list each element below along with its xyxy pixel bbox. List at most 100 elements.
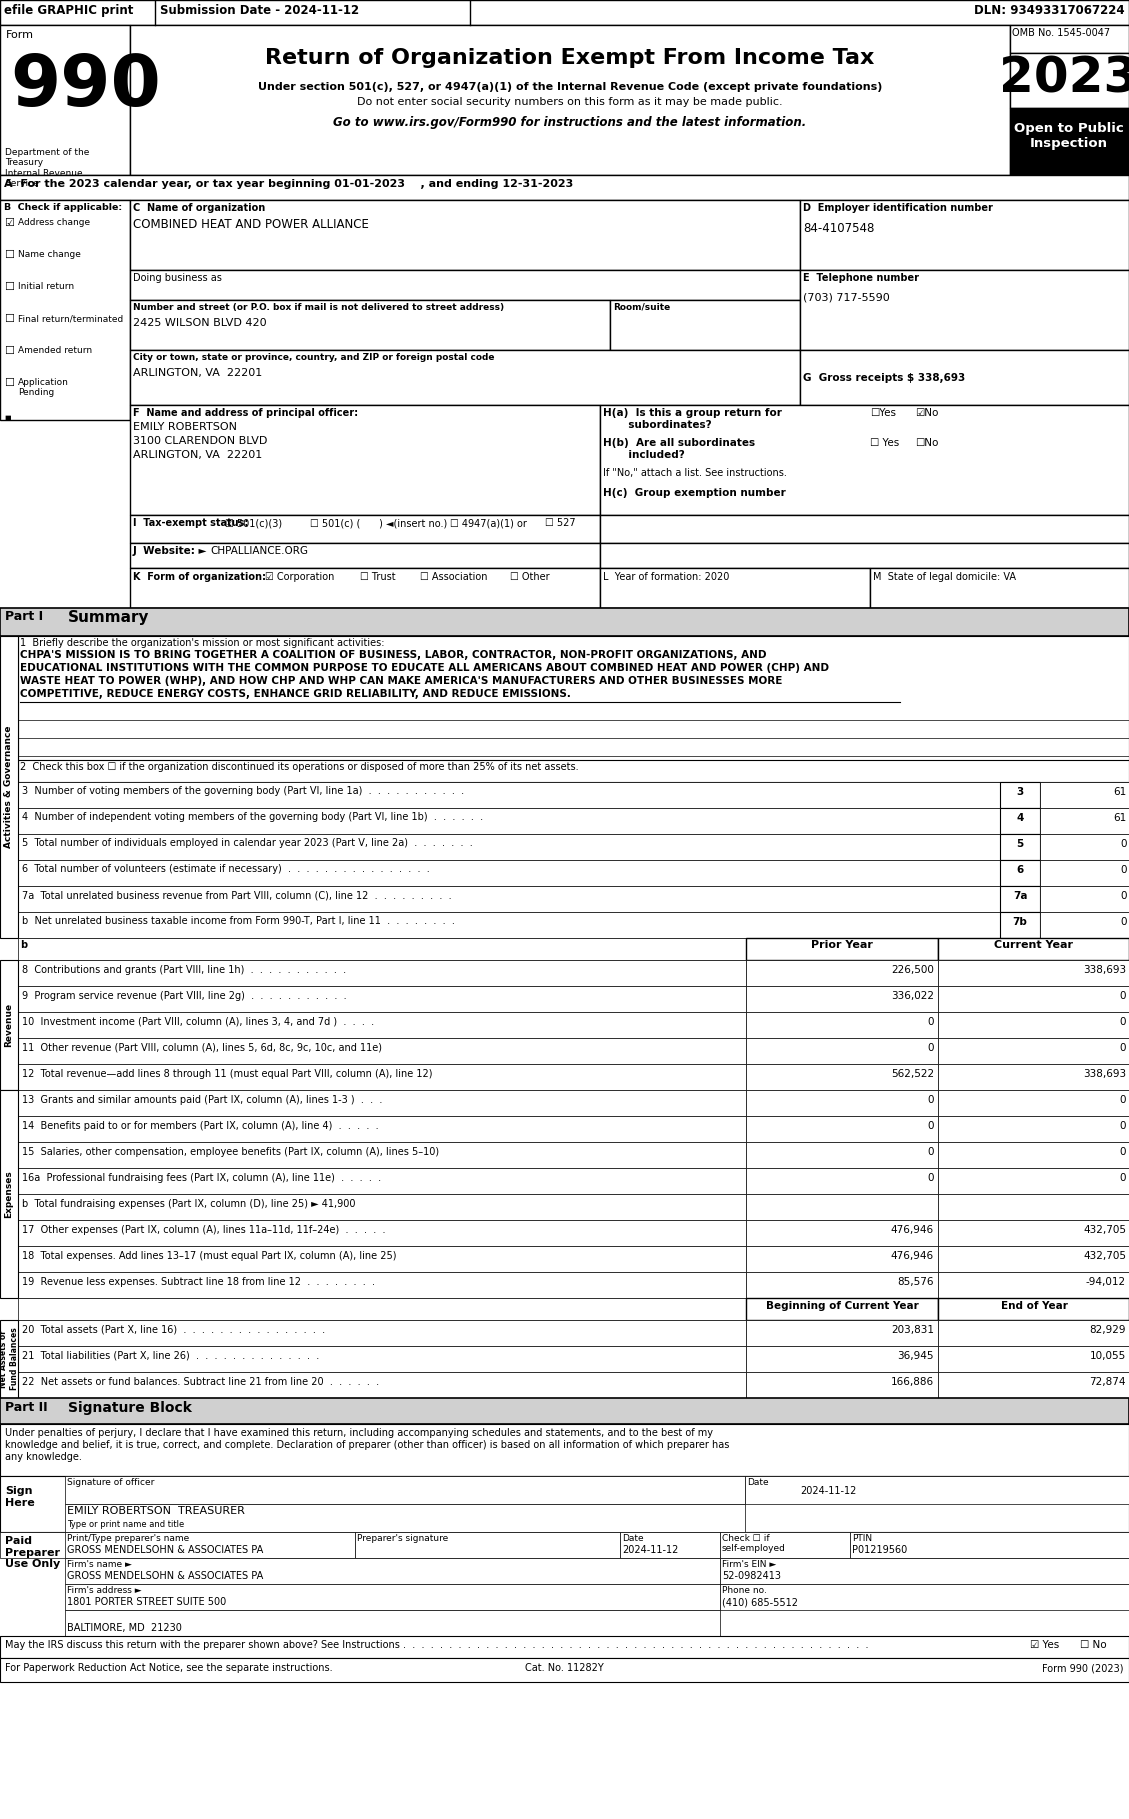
Text: Go to www.irs.gov/Form990 for instructions and the latest information.: Go to www.irs.gov/Form990 for instructio… [333, 116, 806, 129]
Text: 72,874: 72,874 [1089, 1377, 1126, 1388]
Bar [18, 1011, 746, 1039]
Text: 432,705: 432,705 [1083, 1251, 1126, 1261]
Text: City or town, state or province, country, and ZIP or foreign postal code: City or town, state or province, country… [133, 353, 495, 362]
Text: Date: Date [747, 1479, 769, 1486]
Text: Activities & Governance: Activities & Governance [5, 726, 14, 848]
Text: COMPETITIVE, REDUCE ENERGY COSTS, ENHANCE GRID RELIABILITY, AND REDUCE EMISSIONS: COMPETITIVE, REDUCE ENERGY COSTS, ENHANC… [20, 689, 571, 698]
Bar [0, 25, 130, 175]
Bar [938, 1271, 1129, 1299]
Text: A  For the 2023 calendar year, or tax year beginning 01-01-2023    , and ending : A For the 2023 calendar year, or tax yea… [5, 178, 574, 189]
Bar [746, 1117, 938, 1142]
Text: End of Year: End of Year [1000, 1301, 1067, 1311]
Bar [130, 544, 599, 568]
Text: 0: 0 [928, 1017, 934, 1028]
Text: OMB No. 1545-0047: OMB No. 1545-0047 [1012, 27, 1110, 38]
Bar [938, 986, 1129, 1011]
Text: 7a: 7a [1013, 891, 1027, 900]
Text: ☑: ☑ [5, 218, 14, 227]
Text: WASTE HEAT TO POWER (WHP), AND HOW CHP AND WHP CAN MAKE AMERICA'S MANUFACTURERS : WASTE HEAT TO POWER (WHP), AND HOW CHP A… [20, 677, 782, 686]
Text: Phone no.: Phone no. [723, 1586, 767, 1595]
Text: ☐ Association: ☐ Association [420, 571, 488, 582]
Text: ☐ Other: ☐ Other [510, 571, 550, 582]
Text: Under penalties of perjury, I declare that I have examined this return, includin: Under penalties of perjury, I declare th… [5, 1428, 714, 1439]
Text: 0: 0 [1120, 1148, 1126, 1157]
Text: Pending: Pending [18, 387, 54, 397]
Text: 0: 0 [1120, 1042, 1126, 1053]
Text: 4  Number of independent voting members of the governing body (Part VI, line 1b): 4 Number of independent voting members o… [21, 811, 483, 822]
Text: Name change: Name change [18, 249, 81, 258]
Text: ☐: ☐ [5, 282, 14, 293]
Text: (410) 685-5512: (410) 685-5512 [723, 1597, 798, 1606]
Text: 13  Grants and similar amounts paid (Part IX, column (A), lines 1-3 )  .  .  .: 13 Grants and similar amounts paid (Part… [21, 1095, 383, 1104]
Text: 0: 0 [1120, 891, 1127, 900]
Text: Do not enter social security numbers on this form as it may be made public.: Do not enter social security numbers on … [357, 96, 782, 107]
Text: E  Telephone number: E Telephone number [803, 273, 919, 284]
Bar [18, 960, 746, 986]
Text: Department of the
Treasury
Internal Revenue
Service: Department of the Treasury Internal Reve… [5, 147, 89, 187]
Text: 61: 61 [1113, 788, 1127, 797]
Bar [0, 1475, 1129, 1532]
Text: ☐Yes: ☐Yes [870, 407, 896, 418]
Bar [746, 1064, 938, 1090]
Text: ☐: ☐ [5, 315, 14, 324]
Bar [18, 1246, 746, 1271]
Bar [1000, 886, 1040, 911]
Text: I  Tax-exempt status:: I Tax-exempt status: [133, 518, 248, 528]
Text: Firm's EIN ►: Firm's EIN ► [723, 1561, 777, 1570]
Bar [130, 515, 599, 544]
Text: included?: included? [603, 449, 685, 460]
Text: Room/suite: Room/suite [613, 304, 671, 313]
Text: H(b)  Are all subordinates: H(b) Are all subordinates [603, 438, 755, 447]
Text: 336,022: 336,022 [891, 991, 934, 1000]
Text: K  Form of organization:: K Form of organization: [133, 571, 266, 582]
Text: Open to Public
Inspection: Open to Public Inspection [1014, 122, 1123, 149]
Text: Net Assets or
Fund Balances: Net Assets or Fund Balances [0, 1328, 19, 1390]
Bar [599, 406, 1129, 515]
Text: EMILY ROBERTSON  TREASURER: EMILY ROBERTSON TREASURER [67, 1506, 245, 1515]
Text: 1801 PORTER STREET SUITE 500: 1801 PORTER STREET SUITE 500 [67, 1597, 226, 1606]
Text: ■: ■ [5, 415, 10, 420]
Text: DLN: 93493317067224: DLN: 93493317067224 [974, 4, 1124, 16]
Bar [746, 960, 938, 986]
Text: 61: 61 [1113, 813, 1127, 822]
Text: Address change: Address change [18, 218, 90, 227]
Text: 36,945: 36,945 [898, 1352, 934, 1361]
Text: 338,693: 338,693 [1083, 966, 1126, 975]
Bar [870, 568, 1129, 608]
Text: ☐: ☐ [5, 249, 14, 260]
Text: Sign
Here: Sign Here [5, 1486, 35, 1508]
Bar [938, 1372, 1129, 1399]
Bar [18, 1064, 746, 1090]
Bar [0, 960, 18, 1090]
Text: 21  Total liabilities (Part X, line 26)  .  .  .  .  .  .  .  .  .  .  .  .  .  : 21 Total liabilities (Part X, line 26) .… [21, 1352, 320, 1361]
Text: 18  Total expenses. Add lines 13–17 (must equal Part IX, column (A), line 25): 18 Total expenses. Add lines 13–17 (must… [21, 1251, 396, 1261]
Bar [1000, 808, 1040, 833]
Text: Final return/terminated: Final return/terminated [18, 315, 123, 324]
Text: 82,929: 82,929 [1089, 1324, 1126, 1335]
Text: PTIN: PTIN [852, 1533, 872, 1543]
Bar [620, 1532, 720, 1559]
Text: ☐ 527: ☐ 527 [545, 518, 576, 528]
Text: (703) 717-5590: (703) 717-5590 [803, 293, 890, 302]
Bar [720, 1584, 1129, 1610]
Bar [746, 1246, 938, 1271]
Bar [610, 300, 800, 349]
Text: 16a  Professional fundraising fees (Part IX, column (A), line 11e)  .  .  .  .  : 16a Professional fundraising fees (Part … [21, 1173, 382, 1182]
Text: F  Name and address of principal officer:: F Name and address of principal officer: [133, 407, 358, 418]
Bar [938, 1346, 1129, 1372]
Text: 0: 0 [1120, 1173, 1126, 1182]
Text: GROSS MENDELSOHN & ASSOCIATES PA: GROSS MENDELSOHN & ASSOCIATES PA [67, 1572, 263, 1581]
Bar [746, 1271, 938, 1299]
Text: ☐ Trust: ☐ Trust [360, 571, 395, 582]
Text: CHPA'S MISSION IS TO BRING TOGETHER A COALITION OF BUSINESS, LABOR, CONTRACTOR, : CHPA'S MISSION IS TO BRING TOGETHER A CO… [20, 649, 767, 660]
Text: Preparer's signature: Preparer's signature [357, 1533, 448, 1543]
Bar [938, 1168, 1129, 1193]
Text: Under section 501(c), 527, or 4947(a)(1) of the Internal Revenue Code (except pr: Under section 501(c), 527, or 4947(a)(1)… [257, 82, 882, 93]
Bar [0, 1399, 1129, 1424]
Text: 2024-11-12: 2024-11-12 [800, 1486, 857, 1495]
Bar [938, 939, 1129, 960]
Text: ☐: ☐ [5, 378, 14, 387]
Text: knowledge and belief, it is true, correct, and complete. Declaration of preparer: knowledge and belief, it is true, correc… [5, 1441, 729, 1450]
Bar [1000, 833, 1040, 860]
Text: 562,522: 562,522 [891, 1070, 934, 1079]
